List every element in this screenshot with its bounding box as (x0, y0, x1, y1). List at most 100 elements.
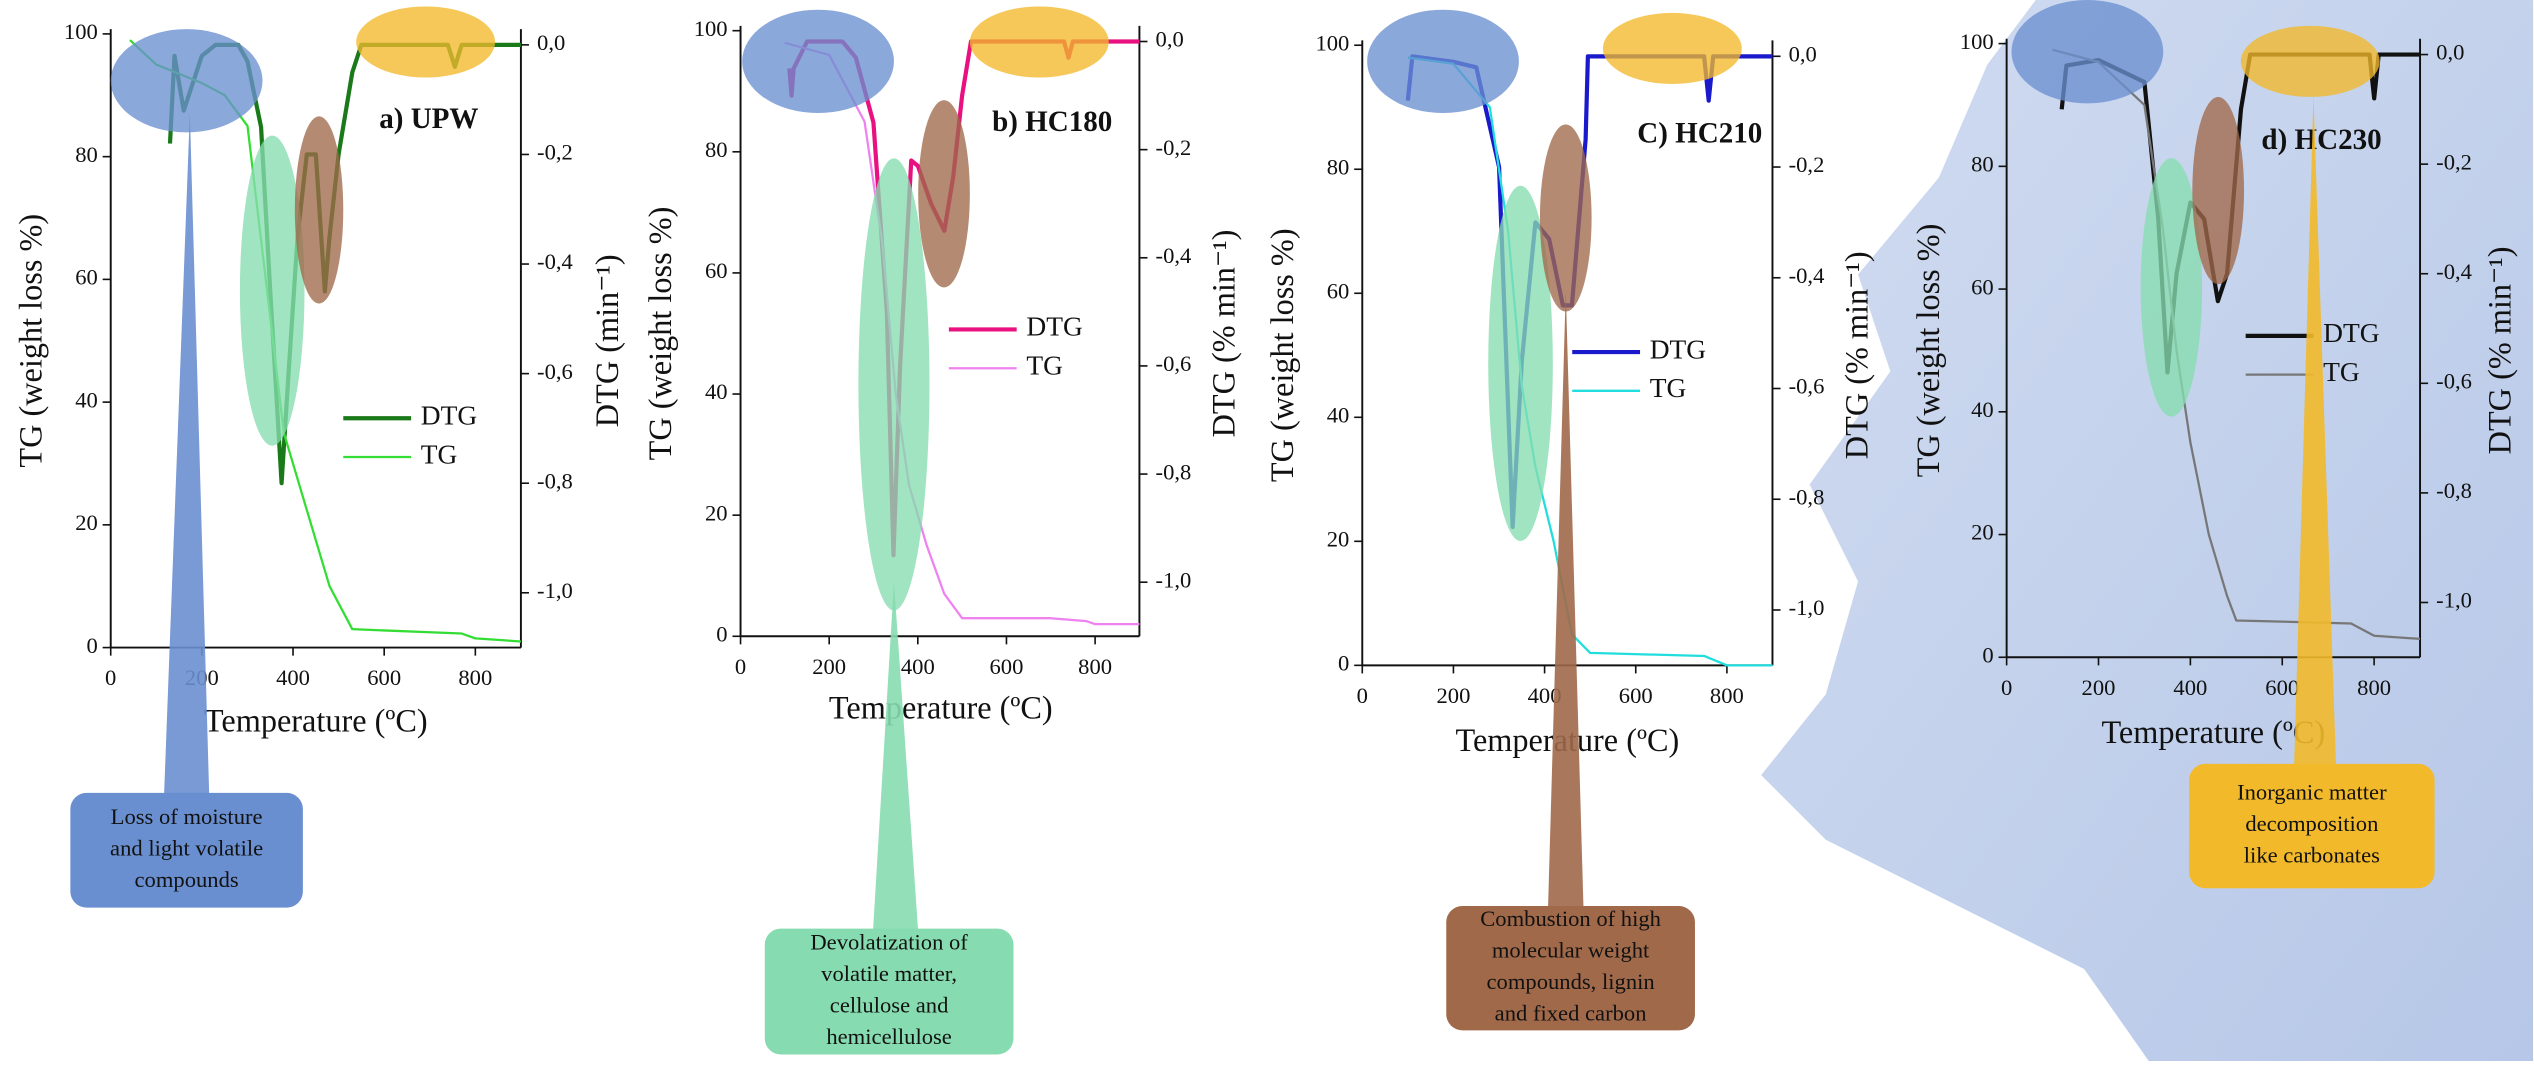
y-tick-label: 0 (1982, 642, 1993, 667)
y2-axis-label: DTG (% min⁻¹) (2481, 247, 2517, 455)
y-axis-label: TG (weight loss %) (1264, 228, 1300, 482)
chart-title: a) UPW (379, 103, 478, 135)
chart-panel: 0 200 400 600 800 0 20 40 60 80 100 0,0 -0,2 -0,4 -0,6… (642, 16, 1242, 726)
highlight (2140, 158, 2203, 417)
y2-tick-label: -0,2 (1789, 152, 1825, 177)
y-tick-label: 60 (1971, 274, 1994, 299)
annotation: Loss of moisture and light volatile compou… (70, 113, 303, 908)
highlight (918, 100, 970, 288)
y-tick-label: 100 (1960, 29, 1994, 54)
legend-label: TG (421, 439, 458, 469)
x-tick-label: 800 (458, 665, 492, 690)
charts: 02004006008000204060801000,0-0,2-0,4-0,6… (12, 16, 2517, 758)
chart-panel: 0 200 400 600 800 0 20 40 60 80 100 0,0 -0,2 -0,4 -0,6… (1910, 29, 2518, 750)
x-tick-label: 600 (990, 654, 1024, 679)
chart-title: b) HC180 (992, 106, 1112, 138)
y-tick-label: 20 (75, 510, 98, 535)
highlight (742, 9, 894, 114)
y-tick-label: 60 (75, 265, 98, 290)
y-axis-label: TG (weight loss %) (1910, 224, 1946, 478)
annotation-pointer (164, 113, 210, 797)
y-axis-label: TG (weight loss %) (12, 214, 48, 468)
y2-tick-label: -0,4 (1156, 243, 1192, 268)
y2-tick-label: -0,6 (1156, 351, 1192, 376)
y-tick-label: 40 (1971, 397, 1994, 422)
y2-tick-label: -0,6 (537, 359, 573, 384)
annotation-text: cellulose and (830, 992, 949, 1017)
x-axis-label: Temperature (ºC) (204, 703, 428, 739)
annotation-text: hemicellulose (826, 1024, 951, 1049)
highlight (294, 116, 344, 304)
y2-tick-label: -0,4 (1789, 263, 1825, 288)
annotation-box (2189, 763, 2435, 889)
x-tick-label: 200 (2082, 675, 2116, 700)
y-tick-label: 40 (705, 379, 728, 404)
x-tick-label: 0 (2001, 675, 2012, 700)
annotation-text: compounds (135, 867, 239, 892)
legend-label: TG (2323, 357, 2360, 387)
y2-tick-label: -0,4 (2436, 259, 2472, 284)
background-splash (1761, 0, 2534, 1061)
annotation-text: and fixed carbon (1495, 1001, 1647, 1026)
annotation: Combustion of high molecular weight compou… (1446, 290, 1695, 1031)
y2-tick-label: -0,8 (2436, 478, 2472, 503)
y-tick-label: 80 (75, 142, 98, 167)
highlight (1367, 9, 1519, 114)
x-tick-label: 600 (1619, 683, 1653, 708)
legend-label: DTG (2323, 318, 2379, 348)
highlights: Loss of moisture and light volatile compou… (70, 0, 2435, 1055)
y2-tick-label: -0,2 (1156, 135, 1192, 160)
highlight (1539, 124, 1592, 312)
y2-tick-label: -0,6 (1789, 374, 1825, 399)
y2-tick-label: 0,0 (1156, 27, 1184, 52)
annotation-pointer (872, 581, 919, 932)
annotation: Devolatization of volatile matter, cellulo… (764, 581, 1014, 1055)
y-tick-label: 100 (64, 19, 98, 44)
legend-label: DTG (421, 401, 477, 431)
highlight (969, 6, 1109, 78)
annotation-box (764, 928, 1014, 1055)
series-line (2052, 48, 2421, 640)
x-tick-label: 0 (1357, 683, 1368, 708)
y-tick-label: 80 (1971, 152, 1994, 177)
y-tick-label: 0 (716, 621, 727, 646)
y-tick-label: 80 (705, 137, 728, 162)
y-tick-label: 100 (1315, 30, 1349, 55)
y2-tick-label: 0,0 (1789, 41, 1817, 66)
highlight (239, 135, 305, 446)
y2-tick-label: -0,2 (2436, 149, 2472, 174)
legend-label: DTG (1026, 312, 1082, 342)
y-tick-label: 20 (1971, 520, 1994, 545)
annotation-box (70, 792, 303, 908)
y-axis-label: TG (weight loss %) (642, 207, 678, 461)
series-line (784, 41, 1140, 626)
legend-label: TG (1026, 350, 1063, 380)
y2-tick-label: -1,0 (1156, 567, 1192, 592)
x-tick-label: 800 (1710, 683, 1744, 708)
highlight (1488, 185, 1553, 541)
legend-label: TG (1650, 373, 1687, 403)
annotation-text: like carbonates (2244, 843, 2380, 868)
y-tick-label: 20 (705, 500, 728, 525)
legend-label: DTG (1650, 334, 1706, 364)
highlight (2011, 0, 2164, 104)
y2-tick-label: -1,0 (537, 578, 573, 603)
annotation-text: compounds, lignin (1487, 969, 1655, 994)
y-tick-label: 40 (75, 387, 98, 412)
highlight (2240, 25, 2380, 97)
highlight (356, 6, 496, 78)
y2-tick-label: -1,0 (2436, 588, 2472, 613)
y-tick-label: 20 (1327, 527, 1350, 552)
y-tick-label: 60 (705, 258, 728, 283)
y-tick-label: 0 (87, 633, 98, 658)
x-tick-label: 200 (812, 654, 846, 679)
y2-tick-label: 0,0 (537, 30, 565, 55)
x-tick-label: 400 (901, 654, 935, 679)
y2-tick-label: -0,2 (537, 140, 573, 165)
y2-tick-label: -0,8 (1789, 484, 1825, 509)
y-tick-label: 40 (1327, 402, 1350, 427)
y2-tick-label: -0,4 (537, 249, 573, 274)
annotation-text: Combustion of high (1480, 906, 1661, 931)
